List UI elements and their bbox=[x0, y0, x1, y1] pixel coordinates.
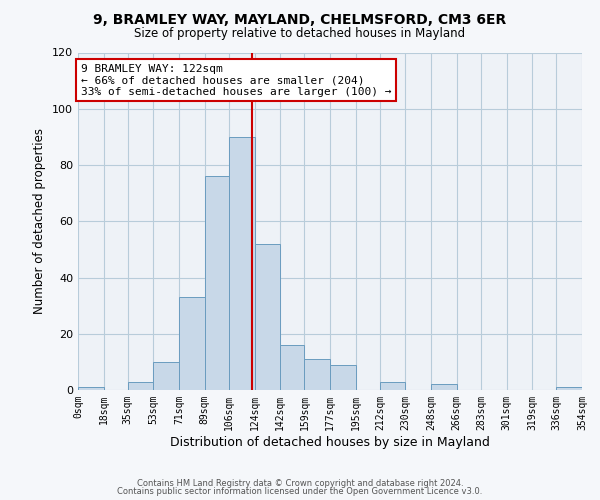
X-axis label: Distribution of detached houses by size in Mayland: Distribution of detached houses by size … bbox=[170, 436, 490, 448]
Text: Contains HM Land Registry data © Crown copyright and database right 2024.: Contains HM Land Registry data © Crown c… bbox=[137, 478, 463, 488]
Bar bbox=[431, 384, 457, 390]
Text: 9, BRAMLEY WAY, MAYLAND, CHELMSFORD, CM3 6ER: 9, BRAMLEY WAY, MAYLAND, CHELMSFORD, CM3… bbox=[94, 12, 506, 26]
Bar bbox=[179, 297, 205, 390]
Bar bbox=[229, 137, 254, 390]
Bar bbox=[154, 362, 179, 390]
Bar bbox=[304, 359, 330, 390]
Bar bbox=[205, 176, 229, 390]
Bar bbox=[128, 382, 154, 390]
Bar bbox=[380, 382, 406, 390]
Bar bbox=[78, 387, 104, 390]
Text: 9 BRAMLEY WAY: 122sqm
← 66% of detached houses are smaller (204)
33% of semi-det: 9 BRAMLEY WAY: 122sqm ← 66% of detached … bbox=[81, 64, 391, 97]
Text: Size of property relative to detached houses in Mayland: Size of property relative to detached ho… bbox=[134, 28, 466, 40]
Y-axis label: Number of detached properties: Number of detached properties bbox=[34, 128, 46, 314]
Bar bbox=[254, 244, 280, 390]
Text: Contains public sector information licensed under the Open Government Licence v3: Contains public sector information licen… bbox=[118, 487, 482, 496]
Bar bbox=[556, 387, 582, 390]
Bar bbox=[280, 345, 304, 390]
Bar bbox=[330, 364, 356, 390]
